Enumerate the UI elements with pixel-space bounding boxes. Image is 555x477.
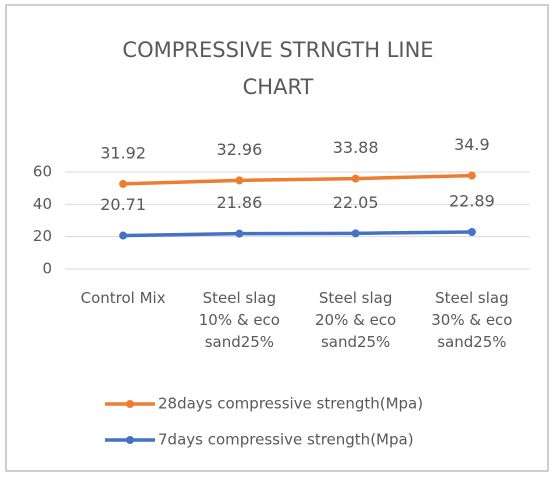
data-label: 22.89 — [449, 191, 495, 210]
x-tick-label: Control Mix — [80, 289, 166, 307]
series-line — [121, 173, 474, 186]
series-marker — [351, 174, 360, 183]
legend-marker — [126, 400, 134, 408]
series-marker — [467, 227, 476, 236]
y-tick-label: 40 — [33, 195, 52, 213]
legend-marker — [126, 436, 134, 444]
series-marker — [351, 229, 360, 238]
y-tick-label: 20 — [33, 227, 52, 245]
legend-label: 28days compressive strength(Mpa) — [158, 395, 423, 413]
series-marker — [467, 171, 476, 180]
data-label: 34.9 — [454, 135, 490, 154]
data-label: 33.88 — [333, 138, 379, 157]
series-marker — [119, 179, 128, 188]
y-tick-label: 60 — [33, 163, 52, 181]
y-tick-label: 0 — [42, 260, 52, 278]
series-marker — [235, 229, 244, 238]
series-line — [121, 230, 474, 238]
data-label: 32.96 — [216, 140, 262, 159]
data-label: 21.86 — [216, 193, 262, 212]
data-label: 20.71 — [100, 195, 146, 214]
x-tick-label: Steel slag 30% & eco sand25% — [431, 289, 513, 351]
legend-label: 7days compressive strength(Mpa) — [158, 431, 414, 449]
chart-title: COMPRESSIVE STRNGTH LINE CHART — [122, 38, 434, 99]
data-label: 31.92 — [100, 143, 146, 162]
data-label: 22.05 — [333, 193, 379, 212]
x-tick-label: Steel slag 10% & eco sand25% — [198, 289, 280, 351]
series-marker — [235, 176, 244, 185]
x-tick-label: Steel slag 20% & eco sand25% — [315, 289, 397, 351]
chart-border — [5, 4, 549, 472]
series-marker — [119, 231, 128, 240]
